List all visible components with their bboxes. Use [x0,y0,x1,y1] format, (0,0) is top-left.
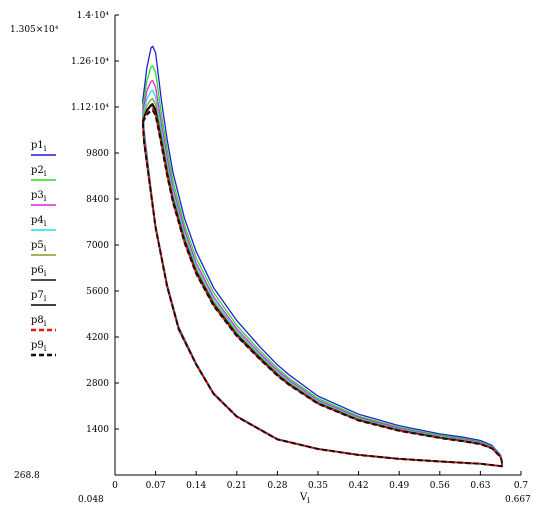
legend-label-p9: p9i [31,340,47,353]
x-tick-label: 0.21 [227,481,247,491]
y-tick-label: 7000 [86,241,109,251]
x-tick-label: 0.49 [389,481,409,491]
corner-label-y-max: 1.305×10⁴ [10,25,59,35]
y-tick-label: 2800 [86,379,109,389]
y-tick-label: 5600 [86,287,109,297]
series-line-p6 [142,103,503,467]
x-tick-label: 0.35 [308,481,328,491]
series-line-p4 [142,89,503,467]
legend-label-p3: p3i [31,190,47,203]
y-tick-label: 9800 [86,149,109,159]
series-line-p9 [141,109,503,468]
legend-label-p5: p5i [31,240,47,253]
x-tick-label: 0.14 [186,481,206,491]
corner-label-y-min: 268.8 [14,471,40,481]
legend-label-p6: p6i [31,265,47,278]
corner-label-x-max: 0.667 [505,495,531,505]
x-tick-label: 0.63 [470,481,490,491]
x-tick-label: 0.07 [146,481,166,491]
legend-label-p4: p4i [31,215,47,228]
ticks: 1400 2800 4200 5600 7000 8400 9800 1.12·10⁴ 1.26… [71,11,528,491]
axes [114,15,521,476]
legend: p1i p2i p3i p4i p5i p6i p7i p8i p9i [31,140,56,357]
x-tick-label: 0.56 [430,481,450,491]
legend-label-p7: p7i [31,290,47,303]
series-line-p7 [142,104,503,467]
y-tick-label: 1.12·10⁴ [71,103,109,113]
x-axis-label-main: V [299,492,308,503]
legend-label-p1: p1i [31,140,47,153]
series-line-p5 [142,98,503,467]
corner-label-x-min: 0.048 [78,495,104,505]
x-tick-label: 0.42 [349,481,369,491]
y-tick-label: 1.26·10⁴ [71,57,109,67]
legend-label-p2: p2i [31,165,47,178]
x-axis-label: Vi [299,492,310,505]
legend-label-p8: p8i [31,315,47,328]
y-tick-label: 8400 [86,195,109,205]
x-tick-label: 0.7 [514,481,529,491]
series-group [141,45,503,468]
x-tick-label: 0 [112,481,118,491]
y-tick-label: 1400 [86,425,109,435]
x-axis-label-sub: i [307,496,310,505]
series-line-p8 [141,107,503,468]
y-tick-label: 4200 [86,333,109,343]
x-tick-label: 0.28 [267,481,287,491]
y-tick-label: 1.4·10⁴ [77,11,110,21]
